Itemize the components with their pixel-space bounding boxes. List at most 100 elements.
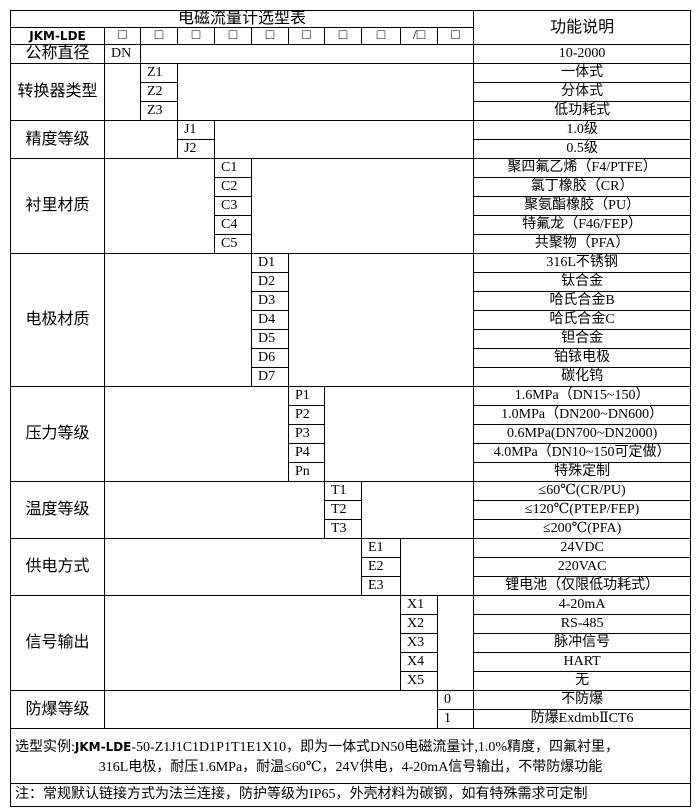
option-code: E2 bbox=[361, 557, 401, 577]
option-description: 1.0级 bbox=[473, 120, 692, 140]
option-code: Z1 bbox=[140, 63, 178, 83]
option-code: X1 bbox=[400, 595, 438, 615]
option-code: C1 bbox=[214, 158, 252, 178]
option-description: 1.6MPa（DN15~150） bbox=[473, 386, 692, 406]
option-description: 分体式 bbox=[473, 82, 692, 102]
option-description: RS-485 bbox=[473, 614, 692, 634]
option-code: T3 bbox=[324, 519, 362, 539]
option-description: 聚氨酯橡胶（PU） bbox=[473, 196, 692, 216]
option-code: X4 bbox=[400, 652, 438, 672]
group-label: 压力等级 bbox=[10, 386, 105, 482]
option-description: 24VDC bbox=[473, 538, 692, 558]
option-code: C4 bbox=[214, 215, 252, 235]
option-description: 聚四氟乙烯（F4/PTFE） bbox=[473, 158, 692, 178]
option-code: C5 bbox=[214, 234, 252, 254]
option-code: E1 bbox=[361, 538, 401, 558]
option-description: ≤120℃(PTEP/FEP) bbox=[473, 500, 692, 520]
option-description: 特氟龙（F46/FEP） bbox=[473, 215, 692, 235]
example-line1: -50-Z1J1C1D1P1T1E1X10，即为一体式DN50电磁流量计,1.0… bbox=[131, 740, 620, 755]
example-label: 选型实例: bbox=[15, 740, 75, 755]
option-description: 220VAC bbox=[473, 557, 692, 577]
option-description: 碳化钨 bbox=[473, 367, 692, 387]
option-description: HART bbox=[473, 652, 692, 672]
note: 注：常规默认链接方式为法兰连接，防护等级为IP65，外壳材料为碳钢，如有特殊需求… bbox=[11, 783, 690, 806]
option-code: D7 bbox=[251, 367, 289, 387]
table-row: D4 哈氏合金C bbox=[11, 310, 692, 330]
option-description: 钽合金 bbox=[473, 329, 692, 349]
model-prefix: JKM-LDE bbox=[10, 27, 105, 45]
example-line2: 316L电极，耐压1.6MPa，耐温≤60℃，24V供电，4-20mA信号输出，… bbox=[98, 760, 603, 775]
group-label: 信号输出 bbox=[10, 595, 105, 691]
table-row: 精度等级 J1 1.0级 bbox=[10, 120, 692, 159]
option-description: 锂电池（仅限低功耗式） bbox=[473, 576, 692, 596]
empty-cell bbox=[104, 595, 401, 691]
empty-cell bbox=[250, 158, 475, 254]
table-row: C3 聚氨酯橡胶（PU） bbox=[11, 196, 692, 216]
option-code: D1 bbox=[251, 253, 289, 273]
group-label: 转换器类型 bbox=[10, 63, 105, 121]
selection-table-sheet: 电磁流量计选型表 功能说明 JKM-LDE □ □ □ □ □ □ □ □/□ □ 公称直径 DN… bbox=[9, 10, 692, 807]
group-label: 温度等级 bbox=[10, 481, 105, 539]
code-box: □ bbox=[324, 27, 362, 45]
table-row: 温度等级 T1 ≤60℃(CR/PU) bbox=[10, 481, 692, 539]
option-code: X5 bbox=[400, 671, 438, 691]
empty-cell bbox=[104, 538, 362, 596]
option-description: ≤60℃(CR/PU) bbox=[473, 481, 692, 501]
empty-cell bbox=[104, 63, 141, 121]
option-code: Z2 bbox=[140, 82, 178, 102]
option-description: 共聚物（PFA） bbox=[473, 234, 692, 254]
option-code: D3 bbox=[251, 291, 289, 311]
option-description: 1.0MPa（DN200~DN600） bbox=[473, 405, 692, 425]
group-label: 电极材质 bbox=[10, 253, 105, 387]
table-row: X2 RS-485 bbox=[11, 614, 692, 634]
option-code: D5 bbox=[251, 329, 289, 349]
option-code: J1 bbox=[177, 120, 215, 140]
option-description: 不防爆 bbox=[473, 690, 692, 710]
code-box: /□ bbox=[400, 27, 438, 45]
table-title: 电磁流量计选型表 bbox=[9, 10, 475, 28]
option-code: P3 bbox=[288, 424, 325, 444]
table-row: D2 钛合金 bbox=[11, 272, 692, 292]
code-box: □ bbox=[251, 27, 289, 45]
table-row: X5 无 bbox=[11, 671, 692, 691]
table-row: T2 ≤120℃(PTEP/FEP) bbox=[11, 500, 692, 520]
empty-cell bbox=[213, 120, 475, 159]
table-row: X4 HART bbox=[11, 652, 692, 672]
code-box: □ bbox=[436, 27, 475, 45]
empty-cell bbox=[104, 120, 178, 159]
option-code: P1 bbox=[288, 386, 325, 406]
option-description: 哈氏合金B bbox=[473, 291, 692, 311]
table-row: E2 220VAC bbox=[11, 557, 692, 577]
selection-example: 选型实例:JKM-LDE-50-Z1J1C1D1P1T1E1X10，即为一体式D… bbox=[11, 729, 690, 783]
option-code: P2 bbox=[288, 405, 325, 425]
group-label: 精度等级 bbox=[10, 120, 105, 159]
option-code: 0 bbox=[436, 690, 475, 710]
option-description: 无 bbox=[473, 671, 692, 691]
code-box: □ bbox=[177, 27, 215, 45]
option-description: 10-2000 bbox=[473, 44, 692, 64]
table-row: 供电方式 E1 24VDC bbox=[10, 538, 692, 596]
option-description: 316L不锈钢 bbox=[473, 253, 692, 273]
table-row: D3 哈氏合金B bbox=[11, 291, 692, 311]
option-description: 哈氏合金C bbox=[473, 310, 692, 330]
table-row: 压力等级 P1 1.6MPa（DN15~150） bbox=[10, 386, 692, 482]
table-row: 电极材质 D1 316L不锈钢 bbox=[10, 253, 692, 387]
option-description: 低功耗式 bbox=[473, 101, 692, 121]
group-label: 防爆等级 bbox=[10, 690, 105, 729]
option-code: X3 bbox=[400, 633, 438, 653]
table-row: D5 钽合金 bbox=[11, 329, 692, 349]
table-row: 公称直径 DN 10-2000 bbox=[10, 44, 692, 64]
group-label: 公称直径 bbox=[10, 44, 105, 64]
table-row: C5 共聚物（PFA） bbox=[11, 234, 692, 254]
option-description: 防爆ExdmbⅡCT6 bbox=[473, 709, 692, 729]
table-row: 衬里材质 C1 聚四氟乙烯（F4/PTFE） bbox=[10, 158, 692, 254]
option-code: P4 bbox=[288, 443, 325, 463]
code-box: □ bbox=[214, 27, 252, 45]
empty-cell bbox=[104, 253, 252, 387]
option-description: 脉冲信号 bbox=[473, 633, 692, 653]
code-box: □ bbox=[140, 27, 178, 45]
option-description: 特殊定制 bbox=[473, 462, 692, 482]
option-code: Pn bbox=[288, 462, 325, 482]
table-row: T3 ≤200℃(PFA) bbox=[11, 519, 692, 539]
option-code: D4 bbox=[251, 310, 289, 330]
